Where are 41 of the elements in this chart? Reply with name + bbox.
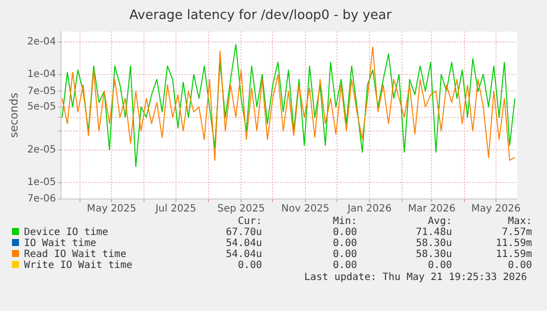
text: Last update: Thu May 21 19:25:33 2026	[303, 271, 528, 284]
text: 67.70u	[224, 227, 262, 238]
chart-title: Average latency for /dev/loop0 - by year	[129, 8, 392, 24]
x-tick-label: Mar 2026	[408, 204, 456, 215]
text: 58.30u	[414, 238, 452, 249]
text: 58.30u	[414, 249, 452, 260]
legend-label: Device IO time	[23, 227, 110, 238]
text: 0.00	[236, 260, 262, 271]
y-tick-label: 7e-06	[27, 194, 56, 205]
text: Cur:	[236, 216, 262, 227]
text: 54.04u	[224, 249, 262, 260]
x-tick-label: May 2026	[471, 204, 521, 215]
y-tick-label: 7e-05	[27, 86, 56, 97]
text: 0.00	[332, 260, 357, 271]
y-tick-label: 1e-05	[27, 176, 56, 188]
x-tick-label: May 2025	[86, 204, 136, 215]
y-tick-label: 2e-05	[27, 144, 56, 156]
x-tick-label: Sep 2025	[217, 204, 265, 215]
legend-label: Read IO Wait time	[23, 249, 128, 260]
text: 11.59m	[494, 249, 532, 260]
y-axis-title: seconds	[7, 92, 20, 138]
legend-label: IO Wait time	[23, 238, 98, 249]
text: 54.04u	[224, 238, 262, 249]
y-tick-label: 2e-04	[27, 36, 56, 48]
text: 0.00	[332, 238, 357, 249]
text: 0.00	[332, 227, 357, 238]
text: 71.48u	[414, 227, 452, 238]
y-tick-label: 1e-04	[27, 69, 56, 80]
legend-label: Write IO Wait time	[23, 260, 134, 271]
text: 0.00	[506, 260, 532, 271]
text: 0.00	[332, 249, 357, 260]
y-tick-label: 5e-05	[27, 102, 56, 113]
text: Avg:	[426, 216, 452, 227]
text: Min:	[332, 216, 357, 227]
x-tick-label: Jan 2026	[346, 204, 392, 215]
text: 7.57m	[500, 227, 532, 238]
x-tick-label: Jul 2025	[154, 204, 196, 215]
text: Max:	[506, 216, 532, 227]
text: 11.59m	[494, 238, 532, 249]
x-tick-label: Nov 2025	[281, 204, 330, 215]
text: 0.00	[426, 260, 452, 271]
